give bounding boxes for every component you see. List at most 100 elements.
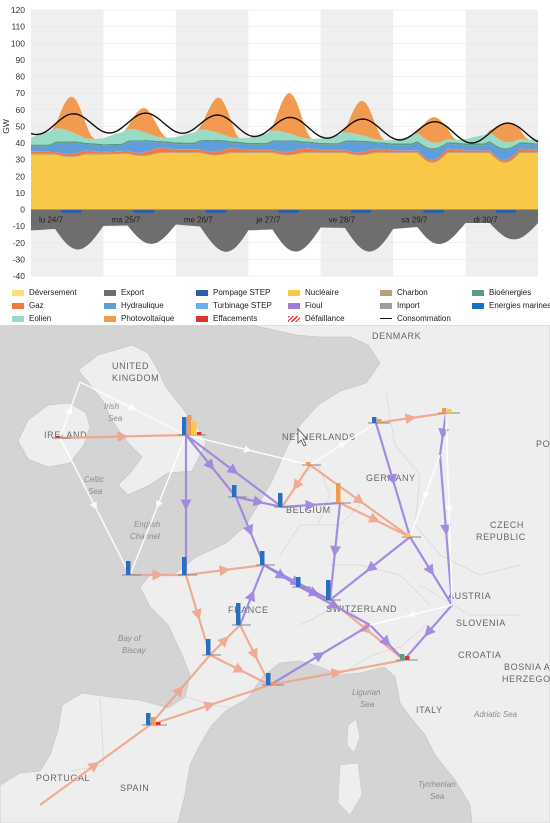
interconnector-line bbox=[149, 683, 271, 727]
legend-item: Charbon bbox=[380, 287, 428, 298]
map-sea-label: Bay of bbox=[118, 634, 141, 643]
x-tick-label: ma 25/7 bbox=[111, 216, 140, 225]
legend-item: Turbinage STEP bbox=[196, 300, 272, 311]
map-sea-label: Tyrrhenian bbox=[418, 780, 456, 789]
node-bar bbox=[56, 436, 61, 438]
node-bar bbox=[182, 557, 187, 575]
y-tick-label: 40 bbox=[16, 138, 26, 148]
node-bar bbox=[336, 483, 341, 503]
node-bar bbox=[146, 713, 151, 725]
legend-swatch bbox=[12, 302, 24, 309]
node-generation-bars bbox=[256, 551, 275, 566]
map-country-label: AUSTRIA bbox=[448, 591, 491, 601]
area-pompage bbox=[206, 209, 227, 213]
cursor-icon bbox=[297, 427, 308, 447]
legend-swatch bbox=[472, 302, 484, 309]
node-bar bbox=[326, 580, 331, 600]
node-generation-bars bbox=[232, 603, 251, 626]
y-tick-label: 30 bbox=[16, 155, 26, 165]
legend-label: Eolien bbox=[29, 314, 52, 323]
node-generation-bars bbox=[396, 654, 418, 661]
node-bar bbox=[197, 432, 202, 435]
legend-label: Effacements bbox=[213, 314, 258, 323]
legend-swatch bbox=[380, 318, 392, 320]
legend-swatch bbox=[196, 289, 208, 296]
area-hydraulique bbox=[31, 141, 538, 160]
map-country-label: PO bbox=[536, 439, 550, 449]
area-pompage bbox=[133, 209, 154, 213]
legend-item: Déversement bbox=[12, 287, 77, 298]
map-sea-label: Ligurian bbox=[352, 688, 381, 697]
interconnector-line bbox=[374, 422, 412, 538]
line-consommation bbox=[30, 112, 539, 144]
x-tick-label: di 30/7 bbox=[474, 216, 499, 225]
map-country-label: SPAIN bbox=[120, 783, 149, 793]
map-sea-label: Biscay bbox=[122, 646, 147, 655]
interconnector-line bbox=[185, 434, 311, 466]
interconnector-line bbox=[438, 454, 454, 606]
legend-item: Export bbox=[104, 287, 144, 298]
node-bar bbox=[372, 417, 377, 423]
node-bar bbox=[296, 577, 301, 587]
interconnector-line bbox=[409, 454, 441, 538]
map-country-label: HERZEGOVINA bbox=[502, 674, 550, 684]
land-great-britain bbox=[77, 344, 207, 496]
y-tick-label: 70 bbox=[16, 88, 26, 98]
interconnector-line bbox=[375, 411, 447, 425]
interconnector-line bbox=[299, 586, 371, 626]
legend-label: Gaz bbox=[29, 301, 44, 310]
node-generation-bars bbox=[292, 577, 311, 588]
interconnector-line bbox=[409, 536, 453, 606]
interconnector-line bbox=[79, 381, 187, 436]
map-country-label: ITALY bbox=[416, 705, 443, 715]
interconnector-line bbox=[339, 502, 411, 538]
legend-label: Défaillance bbox=[305, 314, 345, 323]
legend-swatch bbox=[288, 289, 300, 296]
map-sea-label: Irish bbox=[104, 402, 120, 411]
interconnector-line bbox=[281, 464, 311, 508]
map-country-label: CROATIA bbox=[458, 650, 502, 660]
y-tick-label: -40 bbox=[13, 271, 26, 281]
interconnector-line bbox=[328, 502, 342, 601]
y-tick-label: 0 bbox=[20, 205, 25, 215]
legend-label: Turbinage STEP bbox=[213, 301, 272, 310]
x-tick-label: sa 29/7 bbox=[401, 216, 428, 225]
interconnector-line bbox=[209, 654, 271, 686]
map-sea-label: Adriatic Sea bbox=[473, 710, 518, 719]
legend-swatch bbox=[12, 289, 24, 296]
legend-swatch bbox=[104, 289, 116, 296]
legend-swatch bbox=[380, 302, 392, 309]
node-bar bbox=[447, 409, 452, 413]
legend-item: Nucléaire bbox=[288, 287, 339, 298]
land-ireland bbox=[17, 402, 91, 468]
node-bar bbox=[126, 561, 131, 575]
node-bar bbox=[187, 415, 192, 435]
node-generation-bars bbox=[202, 639, 221, 656]
interconnector-line bbox=[239, 624, 271, 686]
legend-label: Photovoltaïque bbox=[121, 314, 175, 323]
node-bar bbox=[377, 419, 382, 423]
node-generation-bars bbox=[322, 580, 341, 601]
y-tick-label: 80 bbox=[16, 72, 26, 82]
y-tick-label: 60 bbox=[16, 105, 26, 115]
interconnector-line bbox=[263, 564, 301, 588]
y-tick-label: -10 bbox=[13, 221, 26, 231]
legend-item: Import bbox=[380, 300, 420, 311]
y-axis-label: GW bbox=[1, 119, 11, 134]
interconnector-line bbox=[329, 536, 411, 601]
map-country-label: SLOVENIA bbox=[456, 618, 506, 628]
legend-swatch bbox=[104, 302, 116, 309]
node-generation-bars bbox=[52, 436, 71, 439]
map-country-label: UNITED bbox=[112, 361, 149, 371]
map-sea-label: Celtic bbox=[84, 475, 104, 484]
legend-swatch bbox=[380, 289, 392, 296]
map-country-label: CZECH bbox=[490, 520, 524, 530]
interconnector-line bbox=[149, 654, 211, 726]
area-pompage bbox=[61, 209, 82, 213]
area-pompage bbox=[278, 209, 299, 213]
interconnector-line bbox=[234, 496, 266, 566]
area-bioénergies bbox=[31, 139, 538, 150]
legend-label: Fioul bbox=[305, 301, 323, 310]
legend-swatch bbox=[288, 315, 300, 322]
map-sea-label: English bbox=[134, 520, 161, 529]
